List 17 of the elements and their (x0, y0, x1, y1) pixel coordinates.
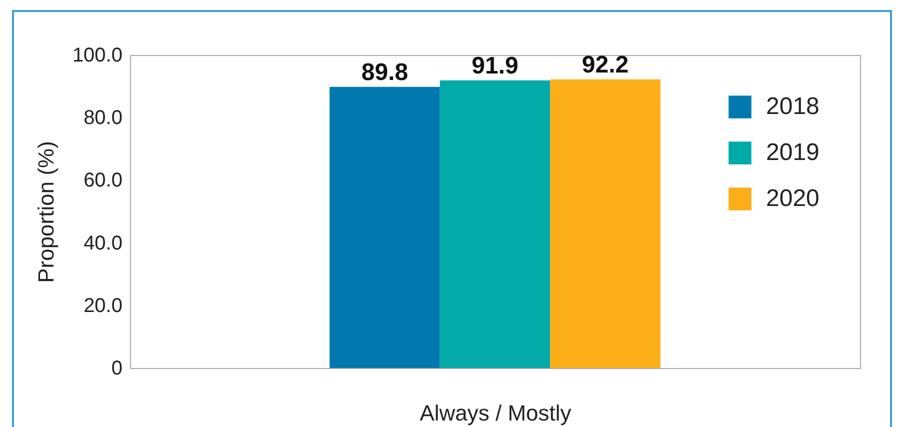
y-tick-label: 0 (111, 358, 122, 380)
y-axis-title: Proportion (%) (33, 141, 58, 283)
data-label: 89.8 (361, 58, 408, 86)
legend-label: 2018 (766, 93, 820, 120)
y-tick-label: 100.0 (72, 44, 122, 66)
y-tick-label: 80.0 (84, 107, 122, 130)
bar (440, 80, 550, 368)
y-tick-label: 60.0 (84, 170, 122, 192)
legend-label: 2019 (766, 139, 820, 166)
data-label: 92.2 (582, 51, 629, 78)
legend-label: 2020 (766, 185, 820, 212)
bar (550, 79, 660, 368)
y-tick-label: 40.0 (84, 232, 122, 254)
data-label: 91.9 (472, 52, 518, 80)
bar (330, 86, 440, 368)
y-tick-label: 20.0 (84, 294, 122, 317)
x-axis-title: Always / Mostly (420, 400, 572, 426)
